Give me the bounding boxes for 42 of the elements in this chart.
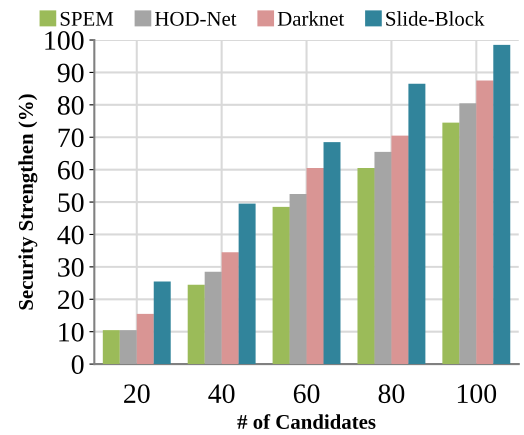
bar [476,80,494,364]
bar [391,136,408,364]
bar [374,152,392,364]
legend-label: Darknet [278,11,344,26]
x-axis-title: # of Candidates [237,414,376,429]
legend-label: SPEM [60,12,114,26]
bar [408,84,426,364]
bar [238,204,256,364]
y-tick-label: 60 [58,160,84,180]
y-tick-label: 50 [58,193,84,212]
x-tick-label: 40 [208,384,234,404]
y-tick-label: 100 [45,31,84,50]
bar [442,122,460,364]
bar [493,44,510,364]
bar [306,168,324,364]
y-tick-label: 80 [58,96,84,115]
y-tick-label: 30 [58,258,84,277]
bar [154,281,171,364]
bar [324,142,340,364]
bar [222,252,239,364]
y-tick-label: 90 [58,64,84,82]
y-tick-label: 0 [72,355,84,374]
x-tick-label: 100 [458,384,496,404]
bar [102,330,120,364]
x-tick-label: 80 [378,384,404,404]
bar [272,206,290,364]
y-tick-label: 70 [58,128,84,148]
bar [136,314,154,364]
y-tick-label: 40 [57,226,84,244]
bar [459,103,476,364]
y-tick-label: 10 [59,322,84,342]
legend-label: Slide-Block [386,11,484,26]
bar [188,284,205,364]
x-tick-label: 20 [124,384,150,404]
y-tick-label: 20 [58,290,84,310]
bar [120,330,137,364]
bar [204,272,222,364]
bar [357,168,374,364]
y-axis-title: Security Strengthen (%) [18,94,38,310]
x-tick-label: 60 [294,384,320,404]
bar [290,194,307,364]
legend-label: HOD-Net [155,12,236,26]
